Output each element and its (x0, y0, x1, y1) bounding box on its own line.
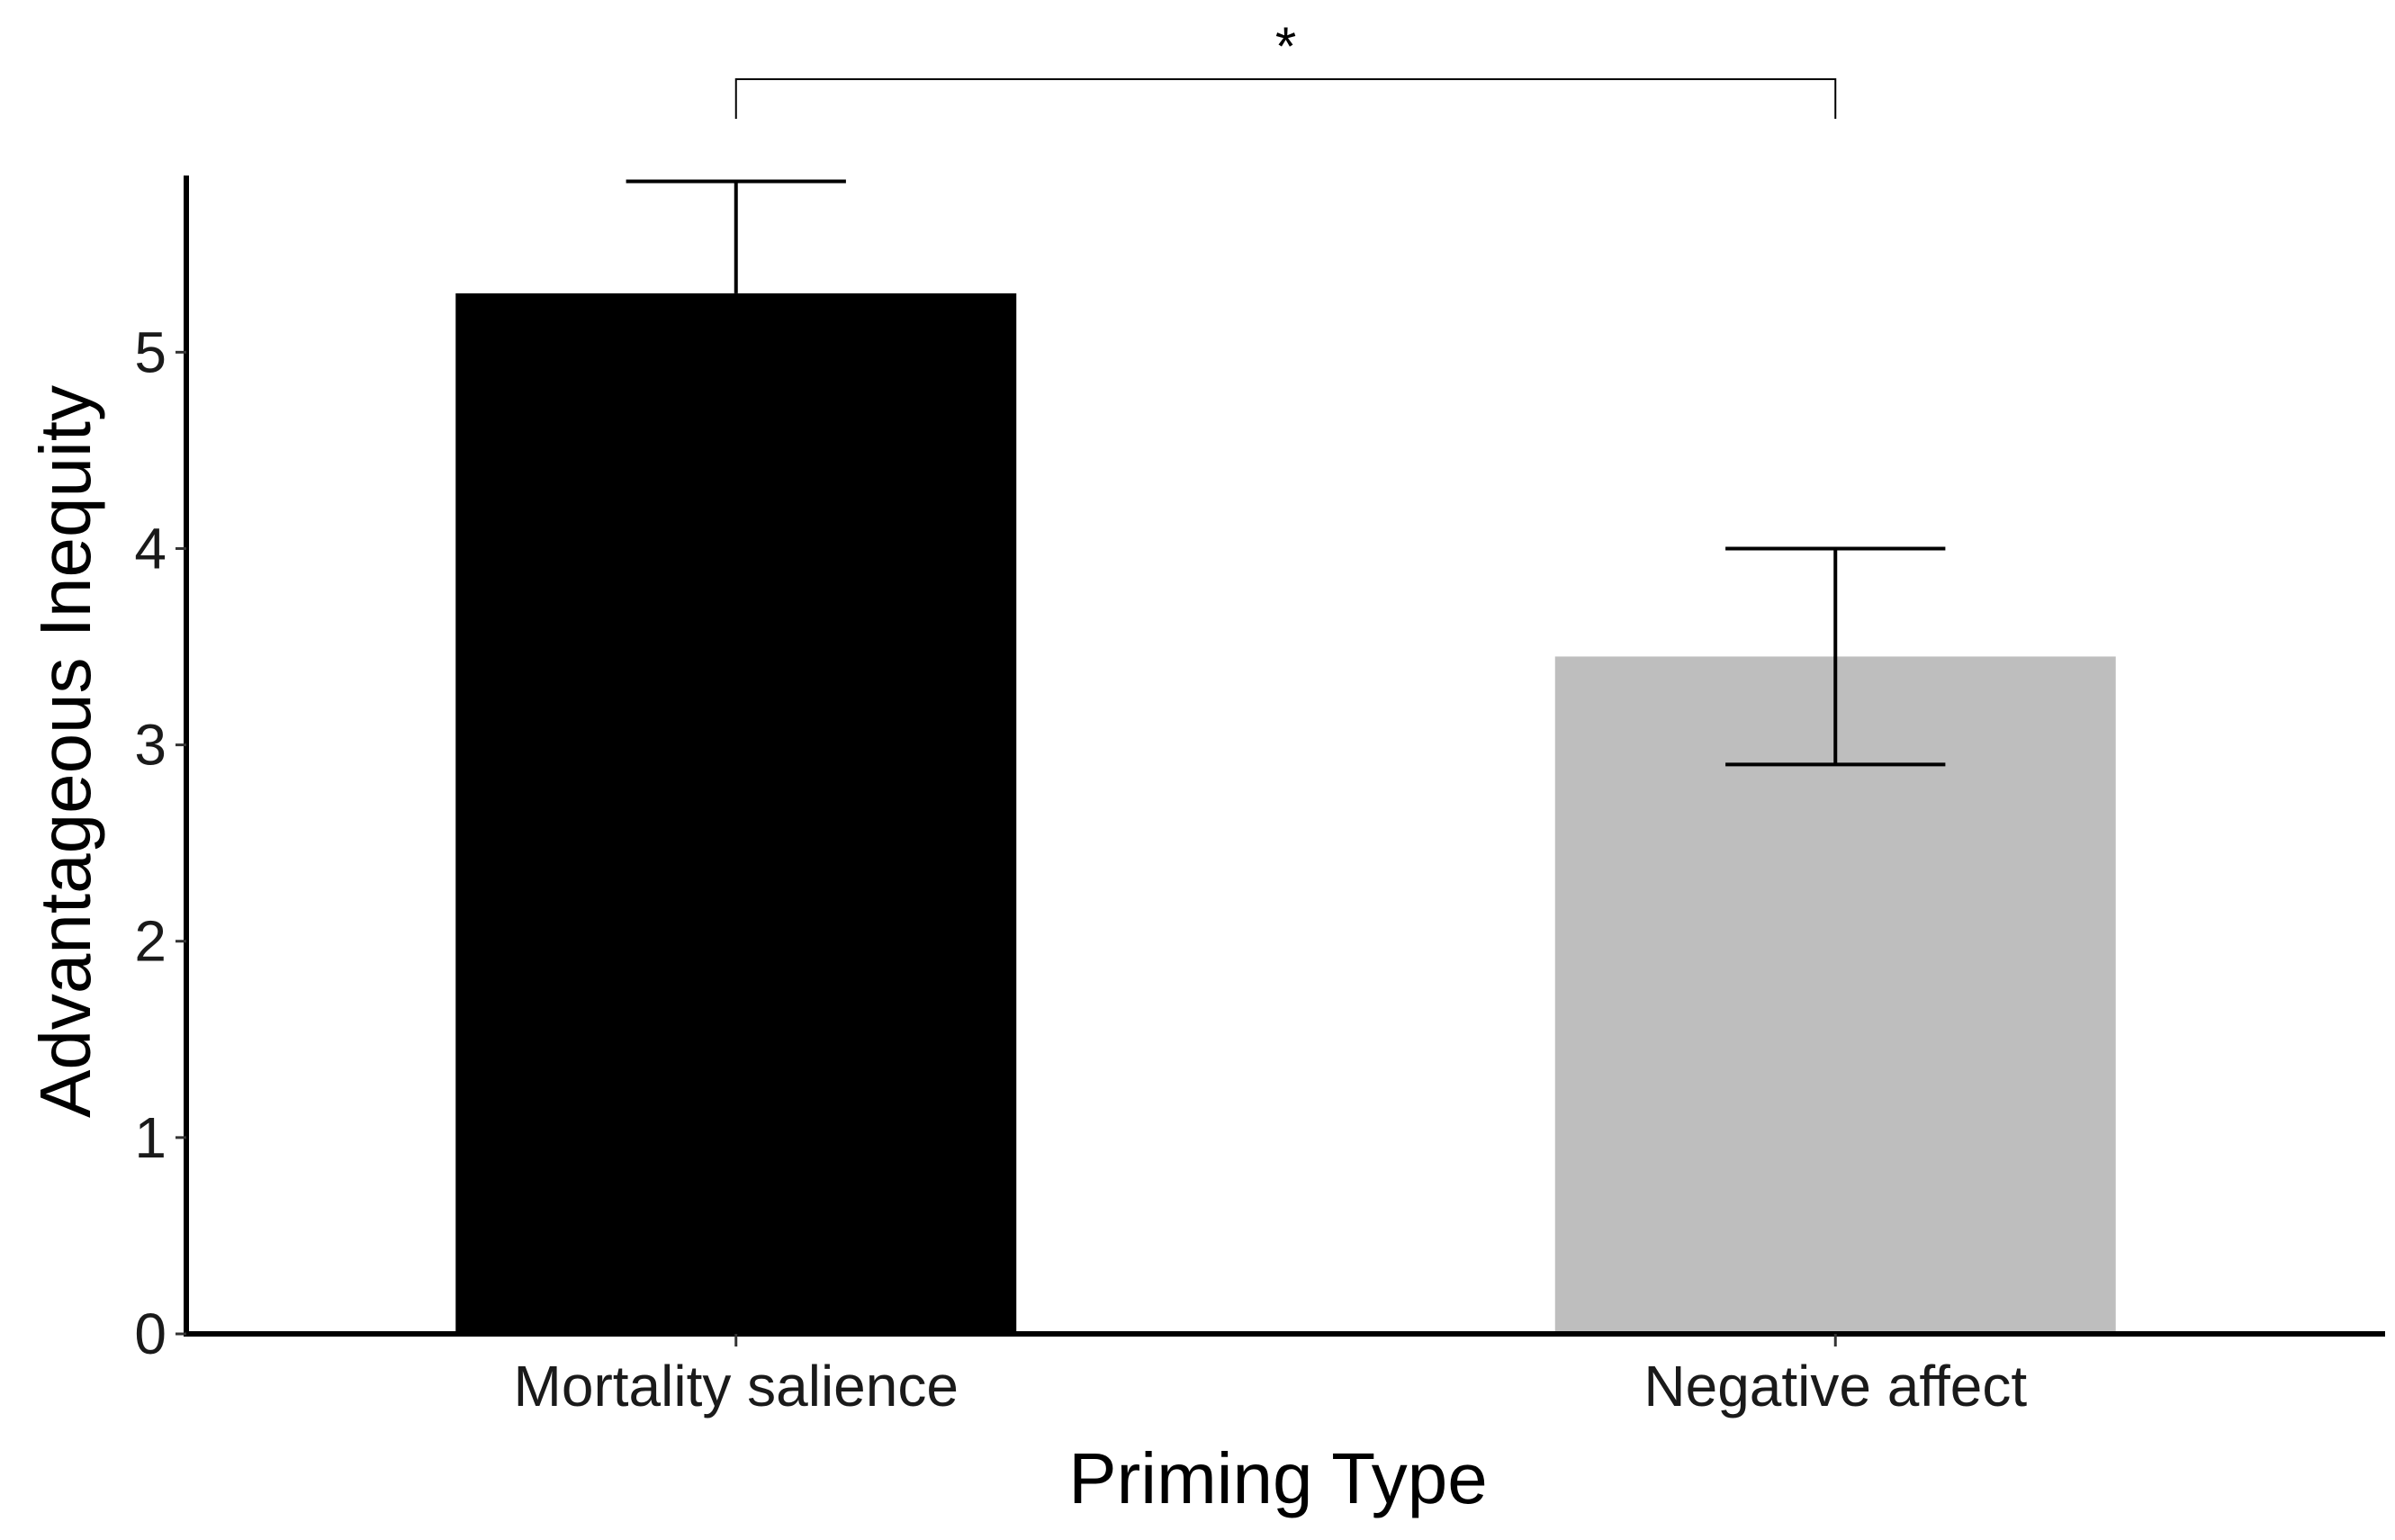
y-tick-label-1: 1 (134, 1105, 167, 1170)
bar-1 (1554, 656, 2116, 1334)
labels: Priming Type Advantageous Inequity 0 1 2 3 4… (25, 320, 2027, 1518)
x-axis-title: Priming Type (1068, 1438, 1487, 1518)
y-axis-title: Advantageous Inequity (25, 385, 105, 1118)
y-tick-label-3: 3 (134, 713, 167, 778)
x-tick-label-1: Negative affect (1643, 1354, 2027, 1418)
bars (455, 293, 2116, 1334)
significance-label: * (1275, 16, 1296, 77)
axes (176, 176, 2385, 1346)
y-tick-label-0: 0 (134, 1301, 167, 1366)
significance-bracket-line (734, 78, 1837, 119)
bar-0 (455, 293, 1017, 1334)
significance-bracket: * (734, 16, 1837, 119)
error-bars (626, 179, 1946, 767)
y-tick-label-5: 5 (134, 320, 167, 384)
y-tick-label-2: 2 (134, 909, 167, 974)
y-tick-label-4: 4 (134, 516, 167, 581)
x-tick-label-0: Mortality salience (514, 1354, 959, 1418)
